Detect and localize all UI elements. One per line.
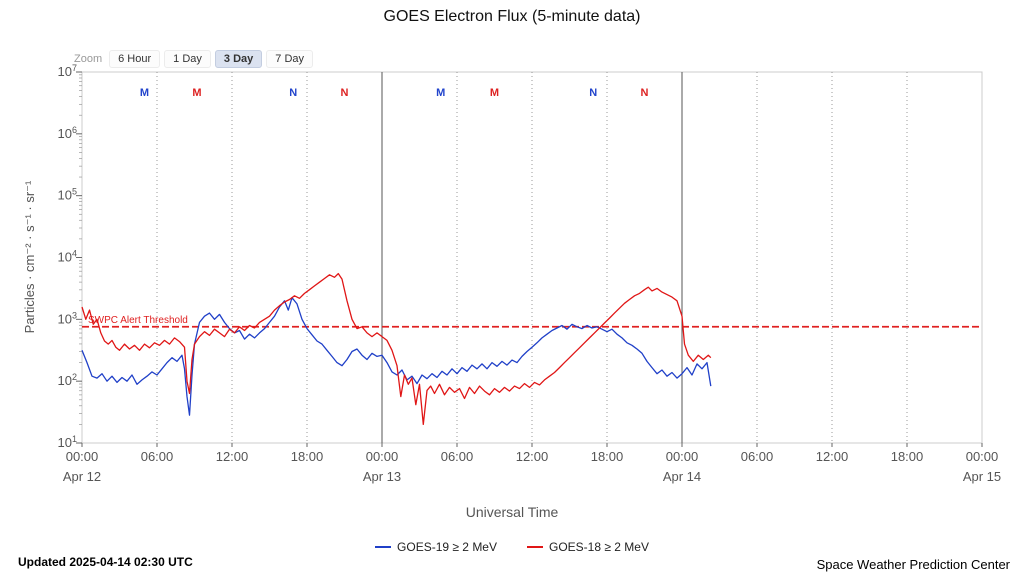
zoom-controls: Zoom 6 Hour 1 Day 3 Day 7 Day [74, 50, 314, 68]
y-tick-label: 101 [58, 434, 77, 450]
source-credit: Space Weather Prediction Center [816, 557, 1010, 572]
x-tick-label: 00:00 [66, 449, 99, 464]
chart-legend: GOES-19 ≥ 2 MeV GOES-18 ≥ 2 MeV [0, 540, 1024, 554]
goes-19-legend-label: GOES-19 ≥ 2 MeV [397, 540, 497, 554]
y-tick-label: 104 [58, 249, 77, 265]
legend-item-goes-18: GOES-18 ≥ 2 MeV [527, 540, 649, 554]
noon-midnight-marker: M [192, 87, 201, 99]
noon-midnight-marker: N [641, 87, 649, 99]
y-axis-title: Particles · cm⁻² · s⁻¹ · sr⁻¹ [22, 180, 37, 334]
noon-midnight-marker: M [140, 87, 149, 99]
zoom-button-3-day[interactable]: 3 Day [214, 50, 263, 68]
goes-19-legend-line-icon [375, 546, 392, 548]
noon-midnight-marker: M [436, 87, 445, 99]
noon-midnight-marker: M [490, 87, 499, 99]
x-date-label: Apr 12 [63, 469, 101, 484]
y-tick-label: 106 [58, 125, 77, 141]
noon-midnight-marker: N [589, 87, 597, 99]
x-tick-label: 06:00 [441, 449, 474, 464]
plot-border [81, 71, 983, 444]
legend-item-goes-19: GOES-19 ≥ 2 MeV [375, 540, 497, 554]
x-tick-label: 00:00 [366, 449, 399, 464]
zoom-button-1-day[interactable]: 1 Day [164, 50, 211, 68]
x-tick-label: 12:00 [816, 449, 849, 464]
zoom-label: Zoom [74, 53, 103, 65]
x-date-label: Apr 14 [663, 469, 701, 484]
x-tick-label: 18:00 [291, 449, 324, 464]
y-tick-label: 102 [58, 372, 77, 388]
x-date-label: Apr 13 [363, 469, 401, 484]
series-line-goes-18 [81, 272, 712, 426]
page-title: GOES Electron Flux (5-minute data) [383, 8, 641, 25]
x-tick-label: 00:00 [966, 449, 999, 464]
y-tick-label: 103 [58, 310, 77, 326]
noon-midnight-marker: N [289, 87, 297, 99]
x-date-label: Apr 15 [963, 469, 1001, 484]
series-line-goes-19 [81, 297, 712, 416]
y-tick-label: 107 [58, 63, 77, 79]
x-tick-label: 18:00 [591, 449, 624, 464]
x-tick-label: 18:00 [891, 449, 924, 464]
x-tick-label: 12:00 [516, 449, 549, 464]
goes-18-legend-line-icon [527, 546, 543, 548]
alert-threshold-label: SWPC Alert Threshold [88, 315, 188, 326]
updated-timestamp: Updated 2025-04-14 02:30 UTC [18, 555, 193, 569]
x-tick-label: 12:00 [216, 449, 249, 464]
x-axis-title: Universal Time [465, 504, 559, 520]
x-tick-label: 06:00 [141, 449, 174, 464]
x-tick-label: 06:00 [741, 449, 774, 464]
noon-midnight-marker: N [341, 87, 349, 99]
y-tick-label: 105 [58, 187, 77, 203]
zoom-button-7-day[interactable]: 7 Day [266, 50, 314, 68]
zoom-button-6-hour[interactable]: 6 Hour [109, 50, 161, 68]
goes-18-legend-label: GOES-18 ≥ 2 MeV [549, 540, 649, 554]
x-tick-label: 00:00 [666, 449, 699, 464]
